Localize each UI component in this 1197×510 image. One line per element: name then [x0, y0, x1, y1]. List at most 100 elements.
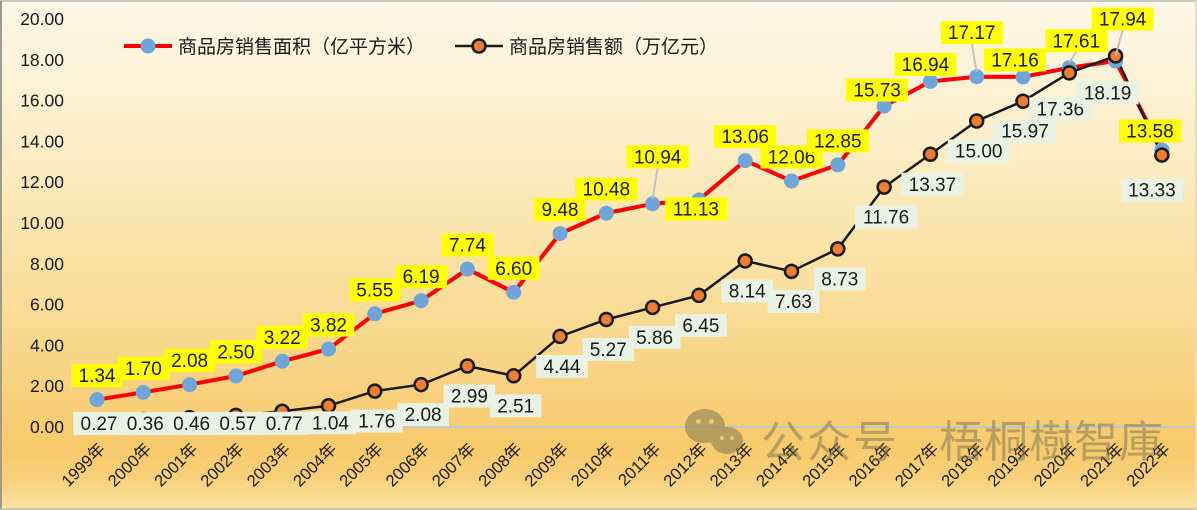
y-tick-label: 4.00: [30, 335, 64, 355]
data-label: 13.58: [1126, 121, 1174, 142]
data-point: [644, 299, 661, 316]
data-label-bg: [940, 21, 1003, 45]
data-label: 4.44: [544, 357, 581, 378]
x-tick-label: 2011年: [614, 439, 664, 489]
data-label: 6.45: [682, 316, 719, 337]
data-label-bg: [901, 172, 964, 196]
legend-label-1: 商品房销售额（万亿元）: [509, 36, 718, 58]
legend-marker: [140, 38, 156, 54]
data-point: [89, 392, 105, 408]
x-tick-label: 2009年: [521, 439, 572, 490]
data-label-bg: [534, 198, 586, 222]
x-tick-label: 2004年: [289, 439, 340, 490]
x-tick-label: 2002年: [197, 439, 248, 490]
data-point: [876, 98, 892, 114]
data-label-bg: [349, 278, 401, 302]
data-point: [1154, 147, 1170, 163]
data-point: [413, 293, 429, 309]
data-point: [830, 157, 846, 173]
data-label: 8.14: [729, 281, 766, 302]
data-point: [830, 241, 846, 257]
data-label: 6.19: [403, 267, 440, 288]
y-tick-label: 6.00: [30, 295, 64, 315]
series-data-labels-0: 1.34 1.70 2.08 2.50 3.22 3.82 5.55 6.19 7.74 6.60…: [71, 7, 1181, 388]
data-label: 17.94: [1099, 10, 1147, 31]
data-label-bg: [628, 325, 681, 349]
x-tick-label: 2012年: [660, 439, 711, 490]
data-label: 1.34: [79, 366, 116, 387]
data-point: [321, 341, 336, 357]
data-label-bg: [664, 197, 727, 221]
y-tick-label: 0.00: [30, 417, 64, 437]
data-label-bg: [994, 119, 1056, 143]
data-label-bg: [395, 265, 447, 289]
data-point: [922, 146, 939, 163]
x-tick-label: 2015年: [799, 439, 850, 490]
data-label-bg: [163, 349, 216, 373]
data-point: [367, 383, 383, 399]
x-tick-label: 2018年: [937, 439, 988, 490]
data-point: [783, 263, 800, 280]
data-label: 17.36: [1037, 99, 1085, 120]
data-label: 1.70: [125, 359, 162, 380]
data-point: [968, 113, 985, 129]
data-label-bg: [894, 52, 957, 76]
data-label-bg: [397, 403, 449, 427]
series-line-0: [96, 58, 1164, 402]
y-tick-label: 2.00: [30, 376, 64, 396]
data-label-bg: [1029, 97, 1092, 121]
data-label-bg: [855, 205, 918, 229]
data-point: [737, 253, 753, 269]
data-label-bg: [165, 412, 218, 436]
data-point: [598, 205, 614, 221]
data-label-bg: [256, 325, 308, 349]
y-tick-label: 16.00: [20, 91, 64, 111]
data-label-bg: [1118, 119, 1181, 143]
x-tick-label: 2022年: [1123, 439, 1174, 490]
x-tick-label: 1999年: [58, 439, 109, 490]
data-label-bg: [947, 139, 1010, 163]
data-label-bg: [304, 411, 357, 435]
x-tick-label: 2006年: [382, 439, 433, 490]
data-label: 12.85: [814, 131, 862, 152]
data-point: [1015, 93, 1031, 109]
x-tick-label: 2007年: [428, 439, 479, 490]
y-tick-label: 20.00: [20, 9, 64, 29]
data-point: [413, 376, 429, 393]
data-point: [228, 368, 244, 384]
data-label-bg: [767, 289, 820, 313]
x-tick-label: 2001年: [150, 439, 201, 490]
data-label: 9.48: [542, 200, 579, 221]
data-label-bg: [117, 356, 170, 380]
x-tick-label: 2016年: [845, 439, 896, 490]
data-label: 13.33: [1128, 181, 1176, 202]
data-label-bg: [714, 125, 777, 149]
data-label: 5.27: [590, 340, 627, 361]
data-label: 2.50: [217, 343, 254, 364]
y-tick-label: 14.00: [20, 131, 64, 151]
data-label-bg: [814, 267, 866, 291]
x-axis-tick-labels: 1999年2000年2001年2002年2003年2004年2005年2006年…: [58, 439, 1174, 490]
data-label: 6.60: [495, 259, 532, 280]
data-label: 11.13: [673, 199, 719, 220]
data-point: [969, 69, 985, 85]
data-point: [182, 377, 198, 393]
data-point: [645, 196, 661, 212]
data-label-bg: [575, 177, 638, 201]
data-label-bg: [441, 233, 494, 257]
data-label: 3.82: [310, 316, 347, 337]
legend-marker: [471, 38, 487, 54]
y-tick-label: 10.00: [20, 213, 64, 233]
data-label: 0.77: [266, 414, 303, 435]
x-tick-label: 2014年: [752, 439, 803, 490]
data-point: [691, 287, 707, 304]
data-label-bg: [984, 48, 1046, 72]
data-label: 0.57: [219, 414, 256, 435]
data-label: 2.08: [171, 351, 208, 372]
x-tick-label: 2017年: [891, 439, 942, 490]
data-label-bg: [846, 78, 909, 102]
series-data-labels-1: 0.27 0.36 0.46 0.57 0.77 1.04 1.76 2.08 2.99 2.51…: [73, 81, 1183, 436]
data-label: 15.00: [955, 142, 1003, 163]
